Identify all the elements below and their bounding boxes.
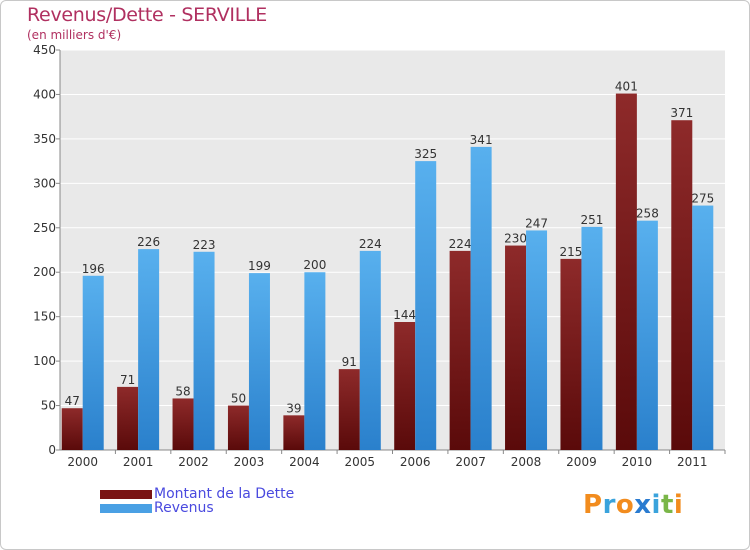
data-label: 401 — [615, 80, 638, 94]
chart-subtitle: (en milliers d'€) — [27, 28, 122, 42]
x-tick-label: 2003 — [234, 455, 265, 469]
data-label: 247 — [525, 216, 548, 230]
data-label: 39 — [286, 401, 301, 415]
x-tick-label: 2005 — [345, 455, 376, 469]
data-label: 258 — [636, 207, 659, 221]
logo-letter-3: x — [634, 490, 652, 520]
x-tick-label: 2000 — [67, 455, 98, 469]
plot-area — [60, 50, 725, 450]
logo-letter-6: i — [673, 490, 684, 520]
y-tick-label: 50 — [41, 399, 56, 413]
x-tick-label: 2010 — [622, 455, 653, 469]
logo-letter-4: i — [651, 490, 661, 520]
legend-item-debt: Montant de la Dette — [100, 486, 294, 502]
bar-revenus — [692, 205, 714, 450]
data-label: 371 — [670, 106, 693, 120]
x-tick-label: 2002 — [178, 455, 209, 469]
legend-swatch-debt — [100, 489, 152, 499]
logo-letter-5: t — [660, 490, 674, 520]
y-tick-label: 0 — [48, 443, 56, 457]
bar-dette — [505, 245, 527, 450]
bar-revenus — [415, 161, 437, 450]
y-tick-label: 150 — [33, 310, 56, 324]
y-tick-label: 200 — [33, 265, 56, 279]
logo-letter-2: o — [615, 490, 635, 520]
data-label: 200 — [303, 258, 326, 272]
data-label: 47 — [65, 394, 80, 408]
legend-item-revenus: Revenus — [100, 500, 214, 516]
bar-dette — [615, 93, 637, 451]
x-tick-label: 2009 — [566, 455, 597, 469]
y-tick-label: 450 — [33, 43, 56, 57]
bar-revenus — [248, 273, 270, 450]
data-label: 58 — [175, 384, 190, 398]
data-label: 144 — [393, 308, 416, 322]
data-label: 91 — [342, 355, 357, 369]
bar-dette — [283, 415, 305, 450]
chart-title: Revenus/Dette - SERVILLE — [27, 4, 268, 26]
bar-revenus — [581, 226, 603, 450]
logo-letter-0: P — [583, 490, 603, 520]
data-label: 71 — [120, 373, 135, 387]
legend-swatch-revenus — [100, 503, 152, 513]
data-label: 199 — [248, 259, 271, 273]
bar-dette — [449, 250, 471, 450]
data-label: 251 — [581, 213, 604, 227]
data-label: 224 — [449, 237, 472, 251]
bar-revenus — [82, 275, 104, 450]
data-label: 226 — [137, 235, 160, 249]
bar-revenus — [138, 249, 160, 450]
y-tick-label: 400 — [33, 87, 56, 101]
x-tick-label: 2004 — [289, 455, 320, 469]
bar-dette — [671, 120, 693, 450]
bar-revenus — [470, 146, 492, 450]
bar-dette — [394, 322, 416, 450]
proxiti-logo: Proxiti — [583, 490, 683, 520]
bar-dette — [227, 405, 249, 450]
data-label: 50 — [231, 392, 246, 406]
y-tick-label: 250 — [33, 221, 56, 235]
bar-revenus — [636, 220, 658, 450]
legend-label-debt: Montant de la Dette — [154, 486, 295, 502]
bar-dette — [560, 258, 582, 450]
x-tick-label: 2011 — [677, 455, 708, 469]
y-tick-label: 300 — [33, 176, 56, 190]
x-tick-label: 2006 — [400, 455, 431, 469]
logo-letter-1: r — [602, 490, 616, 520]
data-label: 230 — [504, 232, 527, 246]
legend-label-revenus: Revenus — [154, 500, 214, 516]
bar-revenus — [526, 230, 548, 450]
data-label: 196 — [82, 262, 105, 276]
data-label: 325 — [414, 147, 437, 161]
bar-dette — [172, 398, 194, 450]
x-tick-label: 2001 — [123, 455, 154, 469]
bar-revenus — [359, 250, 381, 450]
data-label: 275 — [691, 192, 714, 206]
y-tick-label: 350 — [33, 132, 56, 146]
bar-dette — [61, 408, 83, 450]
bar-revenus — [304, 272, 326, 450]
data-label: 223 — [193, 238, 216, 252]
y-tick-label: 100 — [33, 354, 56, 368]
x-tick-label: 2008 — [511, 455, 542, 469]
bar-revenus — [193, 251, 215, 450]
data-label: 341 — [470, 133, 493, 147]
data-label: 215 — [560, 245, 583, 259]
bar-dette — [338, 369, 360, 450]
data-label: 224 — [359, 237, 382, 251]
x-tick-label: 2007 — [455, 455, 486, 469]
bar-dette — [117, 386, 139, 450]
